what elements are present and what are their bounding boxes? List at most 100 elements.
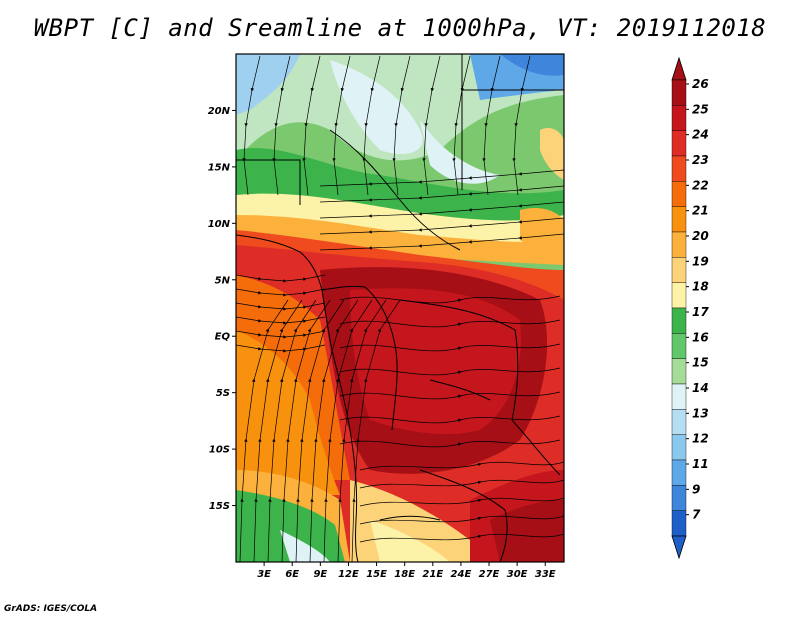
streamline [339, 391, 561, 400]
colorbar-label: 7 [692, 508, 701, 522]
colorbar-segment [671, 383, 687, 410]
streamline [339, 439, 561, 448]
colorbar-label: 21 [692, 204, 709, 218]
colorbar-segment [671, 409, 687, 435]
colorbar-label: 17 [692, 305, 709, 319]
streamline [319, 169, 564, 187]
lon-tick-label: 18E [394, 569, 415, 580]
streamline [422, 55, 441, 196]
colorbar-segment [671, 130, 687, 157]
streamline [236, 330, 326, 339]
streamline [452, 55, 471, 196]
colorbar-segment [671, 206, 687, 233]
streamline [482, 55, 501, 196]
colorbar-min-arrow [671, 535, 687, 560]
colorbar-label: 19 [692, 254, 709, 268]
colorbar-segment [671, 79, 687, 106]
lat-tick-label: 10S [209, 445, 230, 456]
colorbar-label: 14 [692, 381, 709, 395]
streamline [339, 319, 561, 328]
colorbar-label: 20 [692, 229, 709, 243]
lon-tick-label: 21E [422, 569, 443, 580]
map-title: WBPT [C] and Sreamline at 1000hPa, VT: 2… [33, 14, 767, 42]
lat-tick-label: 5S [216, 388, 230, 399]
streamline [362, 55, 381, 196]
colorbar-label: 22 [692, 178, 709, 192]
colorbar-label: 25 [692, 102, 709, 116]
streamline [359, 533, 564, 543]
lon-tick-label: 30E [507, 569, 528, 580]
lon-tick-label: 27E [479, 569, 500, 580]
colorbar-label: 24 [692, 128, 709, 142]
streamline [359, 461, 564, 471]
colorbar-segment [671, 282, 687, 309]
streamline [319, 185, 564, 203]
lon-tick-label: 24E [451, 569, 472, 580]
streamline [281, 299, 331, 562]
lon-tick-label: 3E [257, 569, 271, 580]
streamline [253, 299, 303, 562]
colorbar-label: 15 [692, 356, 709, 370]
colorbar-label: 23 [692, 153, 709, 167]
streamline [302, 55, 321, 196]
lon-tick-label: 12E [338, 569, 359, 580]
lon-tick-label: 15E [366, 569, 387, 580]
lat-axis: 20N 15N 10N 5N EQ 5S 10S 15S [208, 106, 236, 512]
colorbar-label: 11 [692, 457, 709, 471]
colorbar-label: 9 [692, 482, 700, 496]
colorbar: 26 25 24 23 22 21 20 19 18 17 16 15 14 13 12 11 9 7 [671, 56, 709, 560]
lat-tick-label: EQ [215, 332, 231, 343]
colorbar-max-arrow [671, 56, 687, 81]
colorbar-label: 18 [692, 280, 709, 294]
colorbar-segment [671, 434, 687, 461]
colorbar-segment [671, 155, 687, 182]
streamline [359, 479, 564, 489]
colorbar-label: 13 [692, 406, 709, 420]
streamline [236, 316, 326, 325]
streamline [351, 299, 401, 562]
lon-axis: 3E 6E 9E 12E 15E 18E 21E 24E 27E 30E 33E [257, 562, 556, 580]
colorbar-segment [671, 510, 687, 537]
streamline [236, 302, 326, 311]
lon-tick-label: 9E [313, 569, 327, 580]
streamlines [236, 55, 564, 562]
streamline [359, 497, 564, 507]
streamline [236, 274, 326, 283]
streamline [337, 299, 387, 562]
lon-tick-label: 33E [535, 569, 556, 580]
streamline [295, 299, 345, 562]
streamline [319, 201, 564, 219]
streamline [323, 299, 373, 562]
streamline [236, 288, 326, 297]
colorbar-label: 12 [692, 432, 709, 446]
streamline [309, 299, 359, 562]
streamline [512, 55, 531, 196]
colorbar-segment [671, 459, 687, 486]
colorbar-segment [671, 257, 687, 283]
colorbar-label: 26 [692, 77, 709, 91]
streamline [332, 55, 351, 196]
colorbar-segment [671, 307, 687, 334]
lat-tick-label: 15S [209, 501, 230, 512]
streamline [236, 344, 326, 353]
colorbar-segment [671, 333, 687, 359]
streamline [392, 55, 411, 196]
colorbar-segment [671, 181, 687, 207]
streamline [242, 55, 261, 196]
lat-tick-label: 15N [208, 162, 231, 173]
colorbar-segment [671, 105, 687, 131]
lon-tick-label: 6E [285, 569, 299, 580]
map-frame [235, 53, 565, 563]
lat-tick-label: 20N [208, 106, 231, 117]
colorbar-segment [671, 231, 687, 258]
grads-credit: GrADS: IGES/COLA [4, 604, 98, 614]
colorbar-label: 16 [692, 330, 709, 344]
colorbar-segment [671, 358, 687, 385]
streamline [339, 367, 561, 376]
streamline [272, 55, 291, 196]
lat-tick-label: 10N [208, 219, 231, 230]
colorbar-segment [671, 485, 687, 511]
streamline [267, 299, 317, 562]
streamline [319, 233, 564, 251]
